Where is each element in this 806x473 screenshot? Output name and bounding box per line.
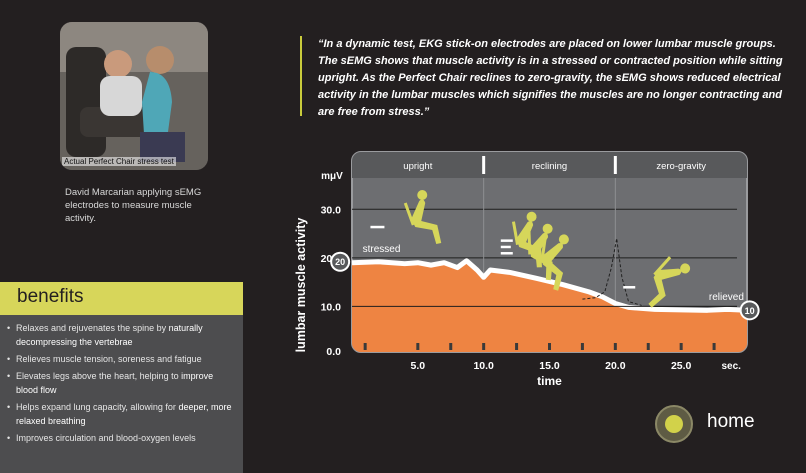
x-tick-label: 20.0 xyxy=(605,360,626,372)
benefit-text: Improves circulation and blood-oxygen le… xyxy=(16,433,196,443)
posture-zero-gravity-icon xyxy=(648,256,691,308)
figure-head xyxy=(526,211,537,222)
benefits-panel: Relaxes and rejuvenates the spine by nat… xyxy=(0,315,243,473)
figure-head xyxy=(680,263,691,274)
home-link[interactable]: home xyxy=(707,411,755,432)
posture-reclining-icon xyxy=(540,234,569,291)
motion-dash xyxy=(623,286,636,289)
figure-chair-back xyxy=(511,221,519,245)
figure-chair-back xyxy=(653,256,672,276)
x-tick-label: 25.0 xyxy=(671,360,692,372)
benefit-text: Elevates legs above the heart, helping t… xyxy=(16,371,182,381)
figure-head xyxy=(558,234,569,245)
stress-test-photo: Actual Perfect Chair stress test xyxy=(60,22,208,170)
benefit-item: Improves circulation and blood-oxygen le… xyxy=(7,431,237,445)
x-tick-mark xyxy=(548,343,551,350)
benefits-title: benefits xyxy=(17,286,84,307)
x-unit-label: sec. xyxy=(721,361,741,372)
y-unit-label: mμV xyxy=(321,171,343,182)
motion-dash xyxy=(500,252,513,255)
x-tick-mark xyxy=(679,343,683,350)
value-marker-inner xyxy=(741,302,758,319)
benefit-item: Elevates legs above the heart, helping t… xyxy=(7,369,237,397)
figure-chair-back xyxy=(403,202,415,226)
benefit-item: Helps expand lung capacity, allowing for… xyxy=(7,400,237,428)
posture-reclining-icon xyxy=(511,211,542,268)
motion-dash xyxy=(500,239,513,242)
photo-caption: Actual Perfect Chair stress test xyxy=(62,157,176,166)
posture-upright-icon xyxy=(403,190,442,244)
home-dot-icon xyxy=(665,415,683,433)
benefit-text: Relaxes and rejuvenates the spine by xyxy=(16,323,169,333)
motion-dash xyxy=(500,245,511,249)
phase-label: reclining xyxy=(532,161,567,172)
benefit-text: Relieves muscle tension, soreness and fa… xyxy=(16,354,202,364)
x-minor-tick xyxy=(646,343,650,350)
benefit-highlight: naturally decompressing the vertebrae xyxy=(16,323,203,347)
phase-header-band xyxy=(352,152,747,178)
quote-bar xyxy=(300,36,302,116)
annotation-label: relieved xyxy=(709,292,744,303)
x-tick-mark xyxy=(613,343,617,350)
motion-dash xyxy=(370,225,385,229)
x-axis-title: time xyxy=(537,374,562,388)
value-marker-label: 10 xyxy=(745,306,755,316)
annotation-label: stressed xyxy=(363,244,401,255)
benefit-highlight: improve blood flow xyxy=(16,371,214,395)
x-tick-mark xyxy=(416,343,420,350)
stress-test-photo-illustration xyxy=(60,22,208,170)
x-tick-label: 15.0 xyxy=(539,360,560,372)
chart-plot-area xyxy=(352,152,747,352)
figure-body xyxy=(516,220,542,268)
y-tick-label: 10.0 xyxy=(321,301,342,313)
x-tick-label: 5.0 xyxy=(411,360,426,372)
quote-text: “In a dynamic test, EKG stick-on electro… xyxy=(318,38,783,118)
benefits-header: benefits xyxy=(0,282,243,315)
value-marker-label: 20 xyxy=(335,257,345,267)
y-tick-label: 0.0 xyxy=(326,346,341,358)
value-marker-inner xyxy=(332,253,349,270)
figure-head xyxy=(417,190,428,200)
y-tick-label: 30.0 xyxy=(321,204,342,216)
home-button[interactable] xyxy=(655,405,693,443)
benefit-item: Relieves muscle tension, soreness and fa… xyxy=(7,352,237,366)
figure-body xyxy=(542,242,564,291)
x-minor-tick xyxy=(363,343,367,350)
figure-body xyxy=(411,199,442,244)
emg-spike-line xyxy=(582,238,642,306)
activity-line xyxy=(352,258,747,313)
phase-label: zero-gravity xyxy=(656,161,706,172)
phase-divider-marker xyxy=(482,156,486,174)
figure-head xyxy=(542,223,553,234)
x-minor-tick xyxy=(515,343,519,350)
y-axis-title: lumbar muscle activity xyxy=(294,218,308,353)
benefit-text: Helps expand lung capacity, allowing for xyxy=(16,402,179,412)
x-minor-tick xyxy=(449,343,453,350)
benefit-highlight: deeper, more relaxed breathing xyxy=(16,402,232,426)
x-minor-tick xyxy=(712,343,716,350)
x-tick-mark xyxy=(482,343,486,350)
x-minor-tick xyxy=(580,343,584,350)
activity-area xyxy=(352,260,747,352)
benefits-list: Relaxes and rejuvenates the spine by nat… xyxy=(0,315,243,445)
muscle-activity-chart: upright reclining zero-gravity 5.0 10.0 15.0 2… xyxy=(294,151,760,388)
photo-credit: David Marcarian applying sEMG electrodes… xyxy=(65,187,202,224)
figure-chair-back xyxy=(540,238,547,262)
benefit-item: Relaxes and rejuvenates the spine by nat… xyxy=(7,321,237,349)
phase-divider-marker xyxy=(613,156,617,174)
x-tick-label: 10.0 xyxy=(473,360,494,372)
phase-label: upright xyxy=(403,161,432,172)
figure-body xyxy=(648,268,682,308)
